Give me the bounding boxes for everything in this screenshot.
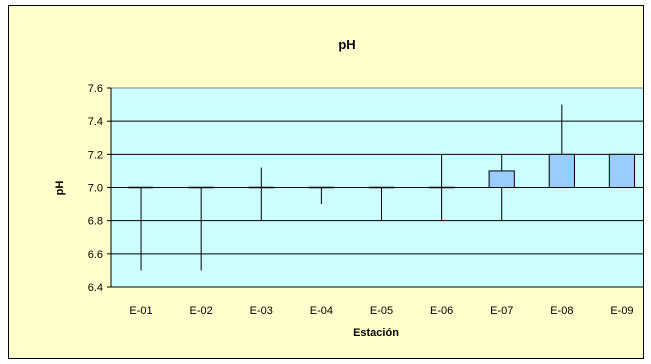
y-tick-labels: 6.4 6.6 6.8 7.0 7.2 7.4 7.6	[88, 83, 103, 294]
x-tick-label: E-09	[610, 305, 633, 317]
x-tick-label: E-05	[370, 305, 393, 317]
x-axis-label: Estación	[353, 327, 399, 339]
y-axis-label: pH	[54, 181, 66, 196]
box-body	[548, 153, 575, 188]
y-tick-label: 7.0	[88, 183, 103, 195]
y-tick-label: 7.2	[88, 149, 103, 161]
y-tick-label: 6.8	[88, 216, 103, 228]
x-tick-label: E-03	[250, 305, 273, 317]
chart-title: pH	[338, 37, 355, 52]
x-tick-labels: E-01 E-02 E-03 E-04 E-05 E-06 E-07 E-08 E-09	[129, 305, 633, 317]
y-tick-label: 6.6	[88, 249, 103, 261]
box-body	[488, 170, 515, 189]
chart-area: pH 6.4 6.6 6.8 7.0 7.2 7.4 7.6 E-01 E-02 E-03 E-0…	[8, 5, 644, 359]
x-tick-label: E-07	[490, 305, 513, 317]
x-tick-label: E-08	[550, 305, 573, 317]
y-tick-label: 7.4	[88, 116, 103, 128]
box-body	[608, 153, 636, 188]
x-tick-label: E-06	[430, 305, 453, 317]
chart-svg: pH 6.46.66.87.07.27.47.6 E-01 E-02 E-03 E-0…	[54, 37, 643, 339]
y-tick-label: 6.4	[88, 282, 103, 294]
y-tick-label: 7.6	[88, 83, 103, 95]
x-tick-label: E-04	[310, 305, 333, 317]
x-tick-label: E-01	[129, 305, 152, 317]
box-series	[128, 104, 636, 271]
x-tick-label: E-02	[190, 305, 213, 317]
